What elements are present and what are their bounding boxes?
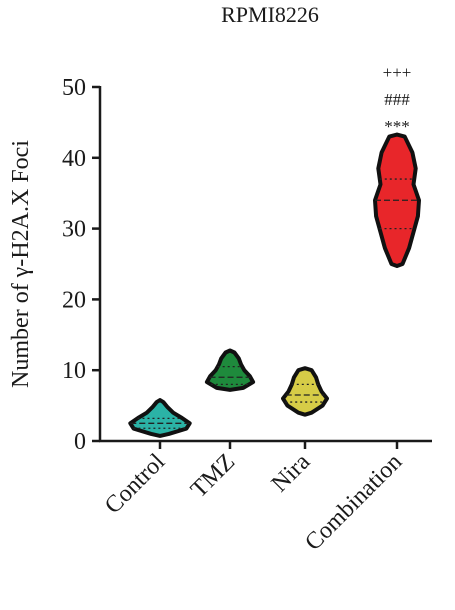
- y-axis-label: Number of γ-H2A.X Foci: [8, 140, 34, 388]
- violin: [281, 366, 329, 417]
- x-tick-label: Control: [100, 449, 170, 519]
- y-tick-label: 50: [62, 75, 86, 101]
- significance-annotation: ***: [384, 117, 410, 136]
- x-tick-label: Nira: [267, 449, 316, 498]
- violin: [128, 398, 192, 438]
- chart-title: RPMI8226: [221, 2, 319, 27]
- significance-annotation: ###: [384, 90, 410, 109]
- x-tick-label: TMZ: [186, 449, 240, 503]
- y-tick-label: 20: [62, 287, 86, 313]
- y-tick-label: 30: [62, 217, 86, 243]
- violin: [204, 348, 256, 392]
- x-tick-label: Combination: [300, 449, 407, 556]
- significance-annotation: +++: [383, 63, 412, 82]
- y-tick-label: 10: [62, 358, 86, 384]
- y-tick-label: 0: [74, 429, 86, 455]
- y-tick-label: 40: [62, 146, 86, 172]
